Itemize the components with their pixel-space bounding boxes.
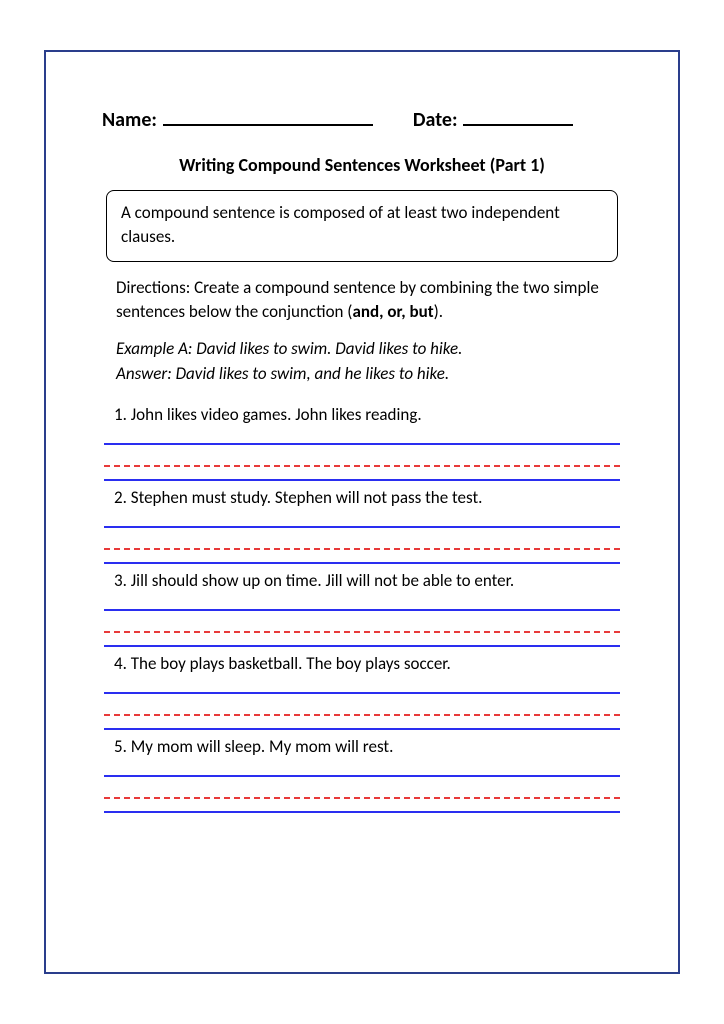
header-row: Name: Date: <box>102 108 622 132</box>
writing-line-dashed[interactable] <box>104 445 620 467</box>
list-item: 2. Stephen must study. Stephen will not … <box>104 487 620 564</box>
writing-line-solid[interactable] <box>104 633 620 647</box>
writing-line-solid[interactable] <box>104 716 620 730</box>
worksheet-page: Name: Date: Writing Compound Sentences W… <box>44 50 680 974</box>
writing-line-dashed[interactable] <box>104 528 620 550</box>
question-body: The boy plays basketball. The boy plays … <box>131 653 451 674</box>
worksheet-title: Writing Compound Sentences Worksheet (Pa… <box>46 154 678 176</box>
writing-line-dashed[interactable] <box>104 611 620 633</box>
name-label: Name: <box>102 108 157 132</box>
writing-line-solid[interactable] <box>104 467 620 481</box>
question-text: 2. Stephen must study. Stephen will not … <box>114 487 620 508</box>
question-text: 5. My mom will sleep. My mom will rest. <box>114 736 620 757</box>
question-body: John likes video games. John likes readi… <box>131 404 422 425</box>
writing-line-solid[interactable] <box>104 550 620 564</box>
name-input-line[interactable] <box>163 108 373 126</box>
question-body: My mom will sleep. My mom will rest. <box>131 736 394 757</box>
definition-box: A compound sentence is composed of at le… <box>106 190 618 262</box>
writing-line-dashed[interactable] <box>104 694 620 716</box>
writing-line-solid[interactable] <box>104 799 620 813</box>
question-number: 1. <box>114 404 127 425</box>
example-line1: Example A: David likes to swim. David li… <box>116 337 608 362</box>
writing-line-dashed[interactable] <box>104 777 620 799</box>
writing-line-solid[interactable] <box>104 431 620 445</box>
writing-line-solid[interactable] <box>104 680 620 694</box>
directions-post: ). <box>434 301 443 322</box>
list-item: 4. The boy plays basketball. The boy pla… <box>104 653 620 730</box>
list-item: 5. My mom will sleep. My mom will rest. <box>104 736 620 813</box>
example-block: Example A: David likes to swim. David li… <box>116 337 608 386</box>
writing-line-solid[interactable] <box>104 514 620 528</box>
directions: Directions: Create a compound sentence b… <box>116 276 608 325</box>
directions-bold: and, or, but <box>352 301 433 322</box>
question-text: 4. The boy plays basketball. The boy pla… <box>114 653 620 674</box>
list-item: 3. Jill should show up on time. Jill wil… <box>104 570 620 647</box>
question-number: 3. <box>114 570 127 591</box>
question-body: Stephen must study. Stephen will not pas… <box>131 487 483 508</box>
question-number: 4. <box>114 653 127 674</box>
question-body: Jill should show up on time. Jill will n… <box>131 570 514 591</box>
question-number: 2. <box>114 487 127 508</box>
date-input-line[interactable] <box>463 108 573 126</box>
questions-list: 1. John likes video games. John likes re… <box>104 404 620 813</box>
question-text: 1. John likes video games. John likes re… <box>114 404 620 425</box>
writing-line-solid[interactable] <box>104 597 620 611</box>
writing-line-solid[interactable] <box>104 763 620 777</box>
list-item: 1. John likes video games. John likes re… <box>104 404 620 481</box>
question-text: 3. Jill should show up on time. Jill wil… <box>114 570 620 591</box>
definition-text: A compound sentence is composed of at le… <box>121 202 560 247</box>
date-label: Date: <box>413 108 458 132</box>
question-number: 5. <box>114 736 127 757</box>
example-line2: Answer: David likes to swim, and he like… <box>116 362 608 387</box>
